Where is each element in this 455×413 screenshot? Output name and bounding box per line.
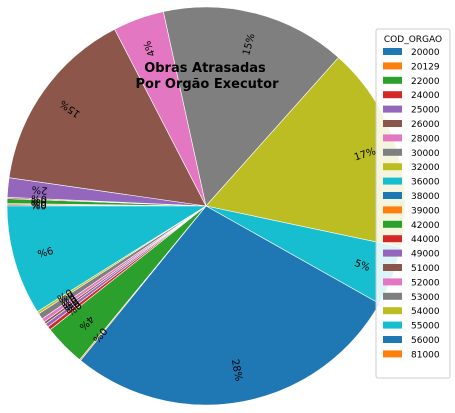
- legend-swatch-24000: [383, 91, 402, 99]
- legend-entry-53000: 53000: [383, 292, 440, 303]
- legend-swatch-30000: [383, 148, 402, 156]
- percent-label-42000: 0%: [31, 195, 47, 206]
- legend-label-38000: 38000: [411, 192, 440, 202]
- legend-label-56000: 56000: [411, 336, 440, 346]
- legend-swatch-53000: [383, 292, 402, 300]
- legend-entry-20129: 20129: [383, 62, 440, 72]
- legend-label-55000: 55000: [411, 322, 440, 332]
- legend-entry-32000: 32000: [383, 163, 440, 173]
- legend-entry-39000: 39000: [383, 206, 440, 216]
- legend-swatch-22000: [383, 76, 402, 84]
- legend-entry-42000: 42000: [383, 220, 440, 231]
- percent-label-52000: 4%: [142, 39, 158, 58]
- legend-label-28000: 28000: [411, 134, 440, 144]
- legend-entry-38000: 38000: [383, 192, 440, 202]
- legend-entry-52000: 52000: [383, 278, 440, 288]
- legend-swatch-32000: [383, 163, 402, 171]
- legend-entry-22000: 22000: [383, 76, 440, 87]
- legend-label-20129: 20129: [411, 62, 440, 72]
- legend: COD_ORGAO 20000 20129 22000 24000 25000 26000…: [375, 28, 451, 379]
- legend-entry-55000: 55000: [383, 321, 440, 332]
- legend-entry-26000: 26000: [383, 120, 440, 130]
- legend-label-32000: 32000: [411, 163, 440, 173]
- percent-label-36000: 9%: [36, 244, 54, 259]
- legend-label-49000: 49000: [411, 250, 440, 260]
- legend-swatch-44000: [383, 235, 402, 243]
- legend-label-51000: 51000: [411, 264, 440, 274]
- legend-label-36000: 36000: [411, 178, 440, 188]
- legend-swatch-52000: [383, 278, 402, 286]
- pie-slice-51000: [8, 28, 207, 207]
- legend-entry-81000: 81000: [383, 350, 440, 360]
- legend-swatch-81000: [383, 350, 402, 358]
- percent-label-53000: 15%: [241, 32, 257, 56]
- legend-swatch-56000: [383, 336, 402, 343]
- legend-label-25000: 25000: [411, 106, 440, 116]
- legend-entry-54000: 54000: [383, 307, 440, 317]
- pie-slice-36000: [6, 205, 208, 313]
- legend-swatch-20000: [383, 48, 402, 55]
- legend-label-30000: 30000: [411, 149, 440, 159]
- legend-entry-28000: 28000: [383, 134, 440, 144]
- legend-label-20000: 20000: [411, 48, 440, 58]
- percent-label-55000: 5%: [353, 258, 372, 274]
- percent-label-44000: 0%: [31, 192, 47, 204]
- legend-label-22000: 22000: [411, 77, 440, 87]
- legend-label-81000: 81000: [411, 350, 440, 360]
- percent-label-49000: 2%: [31, 183, 48, 195]
- pie-slices: [6, 6, 406, 406]
- legend-swatch-38000: [383, 192, 402, 199]
- legend-entry-36000: 36000: [383, 177, 440, 188]
- legend-entry-51000: 51000: [383, 264, 440, 274]
- percent-label-38000: 0%: [31, 199, 47, 210]
- legend-swatch-54000: [383, 307, 402, 315]
- percent-label-20000: 28%: [229, 358, 244, 382]
- legend-frame: [375, 28, 451, 379]
- legend-entry-49000: 49000: [383, 249, 440, 260]
- legend-swatch-20129: [383, 62, 402, 70]
- legend-swatch-49000: [383, 249, 402, 257]
- pie-slice-20000: [80, 205, 380, 406]
- pie-slice-53000: [163, 6, 339, 207]
- legend-entry-24000: 24000: [383, 91, 440, 101]
- legend-label-42000: 42000: [411, 221, 440, 231]
- legend-label-52000: 52000: [411, 278, 440, 288]
- legend-label-39000: 39000: [411, 206, 440, 216]
- legend-entry-25000: 25000: [383, 105, 440, 116]
- legend-label-44000: 44000: [411, 235, 440, 245]
- legend-label-54000: 54000: [411, 307, 440, 317]
- legend-swatch-25000: [383, 105, 402, 113]
- legend-swatch-51000: [383, 264, 402, 271]
- chart-title-line-2: Por Orgão Executor: [136, 77, 280, 92]
- legend-swatch-36000: [383, 177, 402, 185]
- legend-label-53000: 53000: [411, 293, 440, 303]
- legend-entry-30000: 30000: [383, 148, 440, 159]
- chart-title-line-1: Obras Atrasadas: [144, 61, 266, 76]
- legend-swatch-28000: [383, 134, 402, 142]
- legend-swatch-26000: [383, 120, 402, 127]
- legend-swatch-55000: [383, 321, 402, 329]
- legend-entry-56000: 56000: [383, 336, 440, 346]
- legend-swatch-39000: [383, 206, 402, 214]
- legend-entry-20000: 20000: [383, 48, 440, 58]
- legend-label-26000: 26000: [411, 120, 440, 130]
- legend-entry-44000: 44000: [383, 235, 440, 245]
- legend-swatch-42000: [383, 220, 402, 228]
- legend-title: COD_ORGAO: [384, 35, 442, 45]
- legend-label-24000: 24000: [411, 91, 440, 101]
- percent-label-39000: 0%: [31, 198, 47, 209]
